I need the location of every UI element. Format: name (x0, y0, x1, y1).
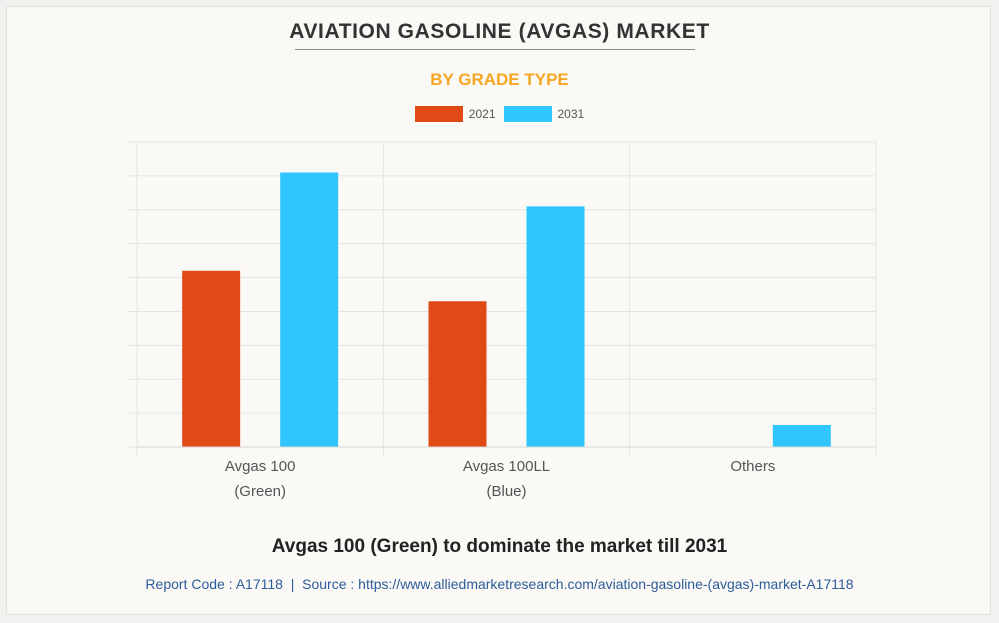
chart-title: AVIATION GASOLINE (AVGAS) MARKET (289, 20, 710, 43)
chart-caption: Avgas 100 (Green) to dominate the market… (271, 536, 728, 557)
bar-2031-cat1 (526, 206, 585, 447)
legend-swatch-2031 (503, 106, 552, 122)
legend-swatch-2021 (414, 106, 463, 122)
x-tick-label: Avgas 100LL (Blue) (463, 458, 550, 500)
source-url[interactable]: Source : https://www.alliedmarketresearc… (302, 576, 854, 592)
bar-2031-cat2 (772, 424, 831, 447)
bar-2021-cat1 (428, 301, 487, 447)
bar-2021-cat0 (182, 270, 241, 447)
report-code: Report Code : A17118 (145, 576, 283, 592)
legend-item-2031[interactable]: 2031 (503, 106, 585, 122)
chart-legend: 2021 2031 (0, 106, 999, 122)
x-tick-label: Others (730, 458, 775, 475)
chart-subtitle: BY GRADE TYPE (430, 70, 569, 89)
source-line: Report Code : A17118 | Source : https://… (0, 576, 999, 592)
chart-card (6, 6, 991, 615)
x-tick-label: Avgas 100 (Green) (225, 458, 296, 500)
legend-label-2021: 2021 (468, 107, 496, 121)
legend-item-2021[interactable]: 2021 (414, 106, 496, 122)
legend-label-2031: 2031 (557, 107, 585, 121)
bar-2031-cat0 (280, 172, 339, 447)
title-underline (295, 49, 695, 50)
source-separator: | (290, 576, 295, 592)
